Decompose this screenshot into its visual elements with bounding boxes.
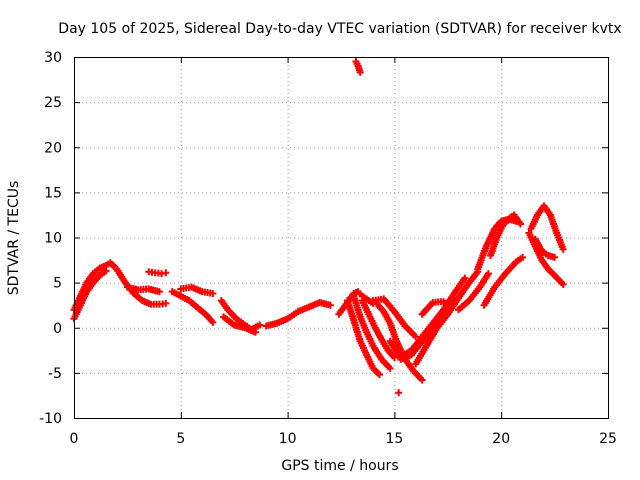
y-tick-label: 10 [44, 231, 62, 247]
data-point [252, 328, 260, 336]
x-tick-label: 5 [176, 431, 185, 447]
data-point [551, 253, 559, 261]
data-point [512, 217, 520, 225]
x-axis-label: GPS time / hours [281, 458, 398, 474]
grid [74, 57, 608, 418]
y-tick-label: 30 [44, 50, 62, 66]
data-point [209, 289, 217, 297]
data-point [162, 269, 170, 277]
data-point [519, 253, 527, 261]
data-point [256, 321, 264, 329]
data-point [418, 376, 426, 384]
plot-frame [74, 57, 609, 419]
tick-labels: 0 5 10 15 20 25 -10 -5 0 5 10 15 20 25 30 [39, 50, 617, 447]
x-tick-label: 20 [492, 431, 510, 447]
data-point [209, 318, 217, 326]
y-tick-label: -5 [48, 366, 62, 382]
data-point [446, 303, 454, 311]
y-tick-label: 20 [44, 140, 62, 156]
data-point [395, 389, 403, 397]
data-point [375, 371, 383, 379]
x-tick-label: 0 [70, 431, 79, 447]
data-point [484, 270, 492, 278]
x-tick-label: 25 [599, 431, 617, 447]
data-point [516, 220, 524, 228]
data-point [559, 280, 567, 288]
data-points [70, 58, 567, 397]
y-tick-label: 5 [53, 276, 62, 292]
y-tick-label: -10 [39, 411, 62, 427]
data-point [155, 288, 163, 296]
data-point [559, 245, 567, 253]
y-tick-label: 0 [53, 321, 62, 337]
data-point [102, 267, 110, 275]
chart-title: Day 105 of 2025, Sidereal Day-to-day VTE… [58, 21, 621, 37]
x-tick-label: 15 [385, 431, 403, 447]
data-point [356, 68, 364, 76]
data-point [326, 301, 334, 309]
data-point [386, 364, 394, 372]
x-tick-label: 10 [279, 431, 297, 447]
data-point [412, 333, 420, 341]
data-point [461, 274, 469, 282]
y-tick-label: 15 [44, 185, 62, 201]
y-axis-label: SDTVAR / TECUs [6, 181, 22, 296]
data-point [162, 299, 170, 307]
y-tick-label: 25 [44, 95, 62, 111]
